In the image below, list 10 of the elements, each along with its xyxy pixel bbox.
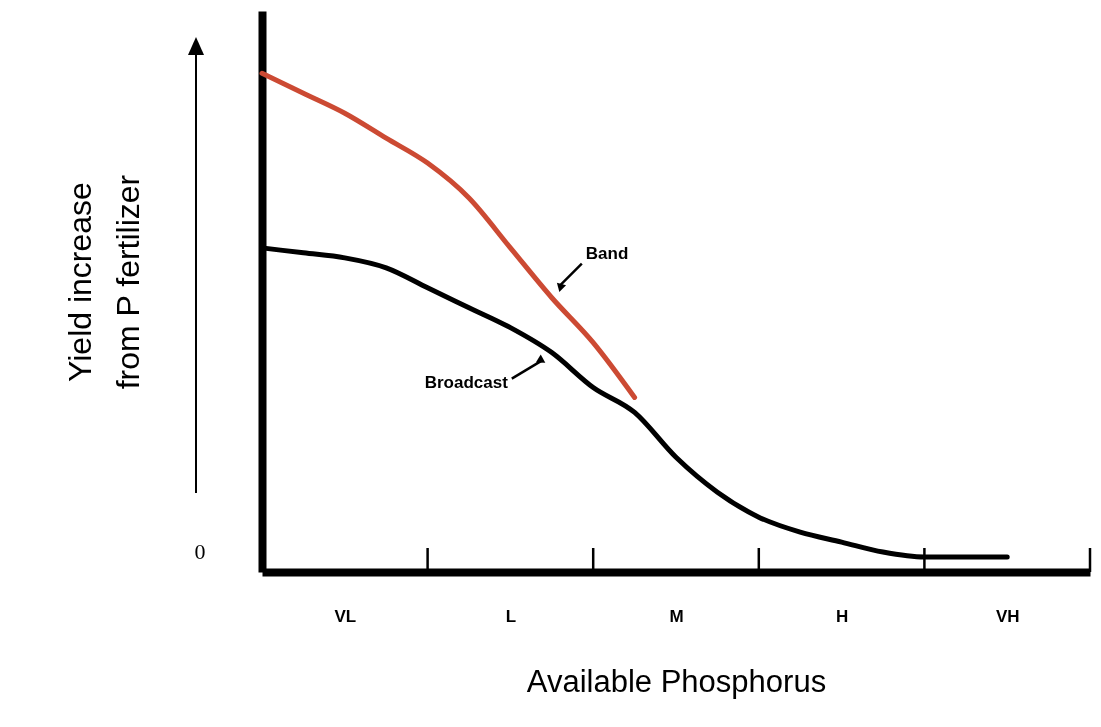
x-axis-title: Available Phosphorus	[526, 663, 827, 699]
text: Broadcast	[424, 372, 509, 392]
x-tick-label: M	[669, 606, 684, 626]
x-tick-label: H	[835, 606, 849, 626]
x-tick-label: L	[505, 606, 517, 626]
x-tick-label: VL	[334, 606, 357, 626]
x-tick-label: VH	[995, 606, 1020, 626]
y-axis-title: Yield increase from P fertilizer	[61, 174, 146, 390]
text: Band	[585, 243, 629, 263]
text: 0	[194, 539, 206, 564]
